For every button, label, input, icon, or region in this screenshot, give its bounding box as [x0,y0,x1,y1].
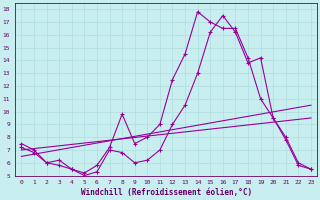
X-axis label: Windchill (Refroidissement éolien,°C): Windchill (Refroidissement éolien,°C) [81,188,252,197]
